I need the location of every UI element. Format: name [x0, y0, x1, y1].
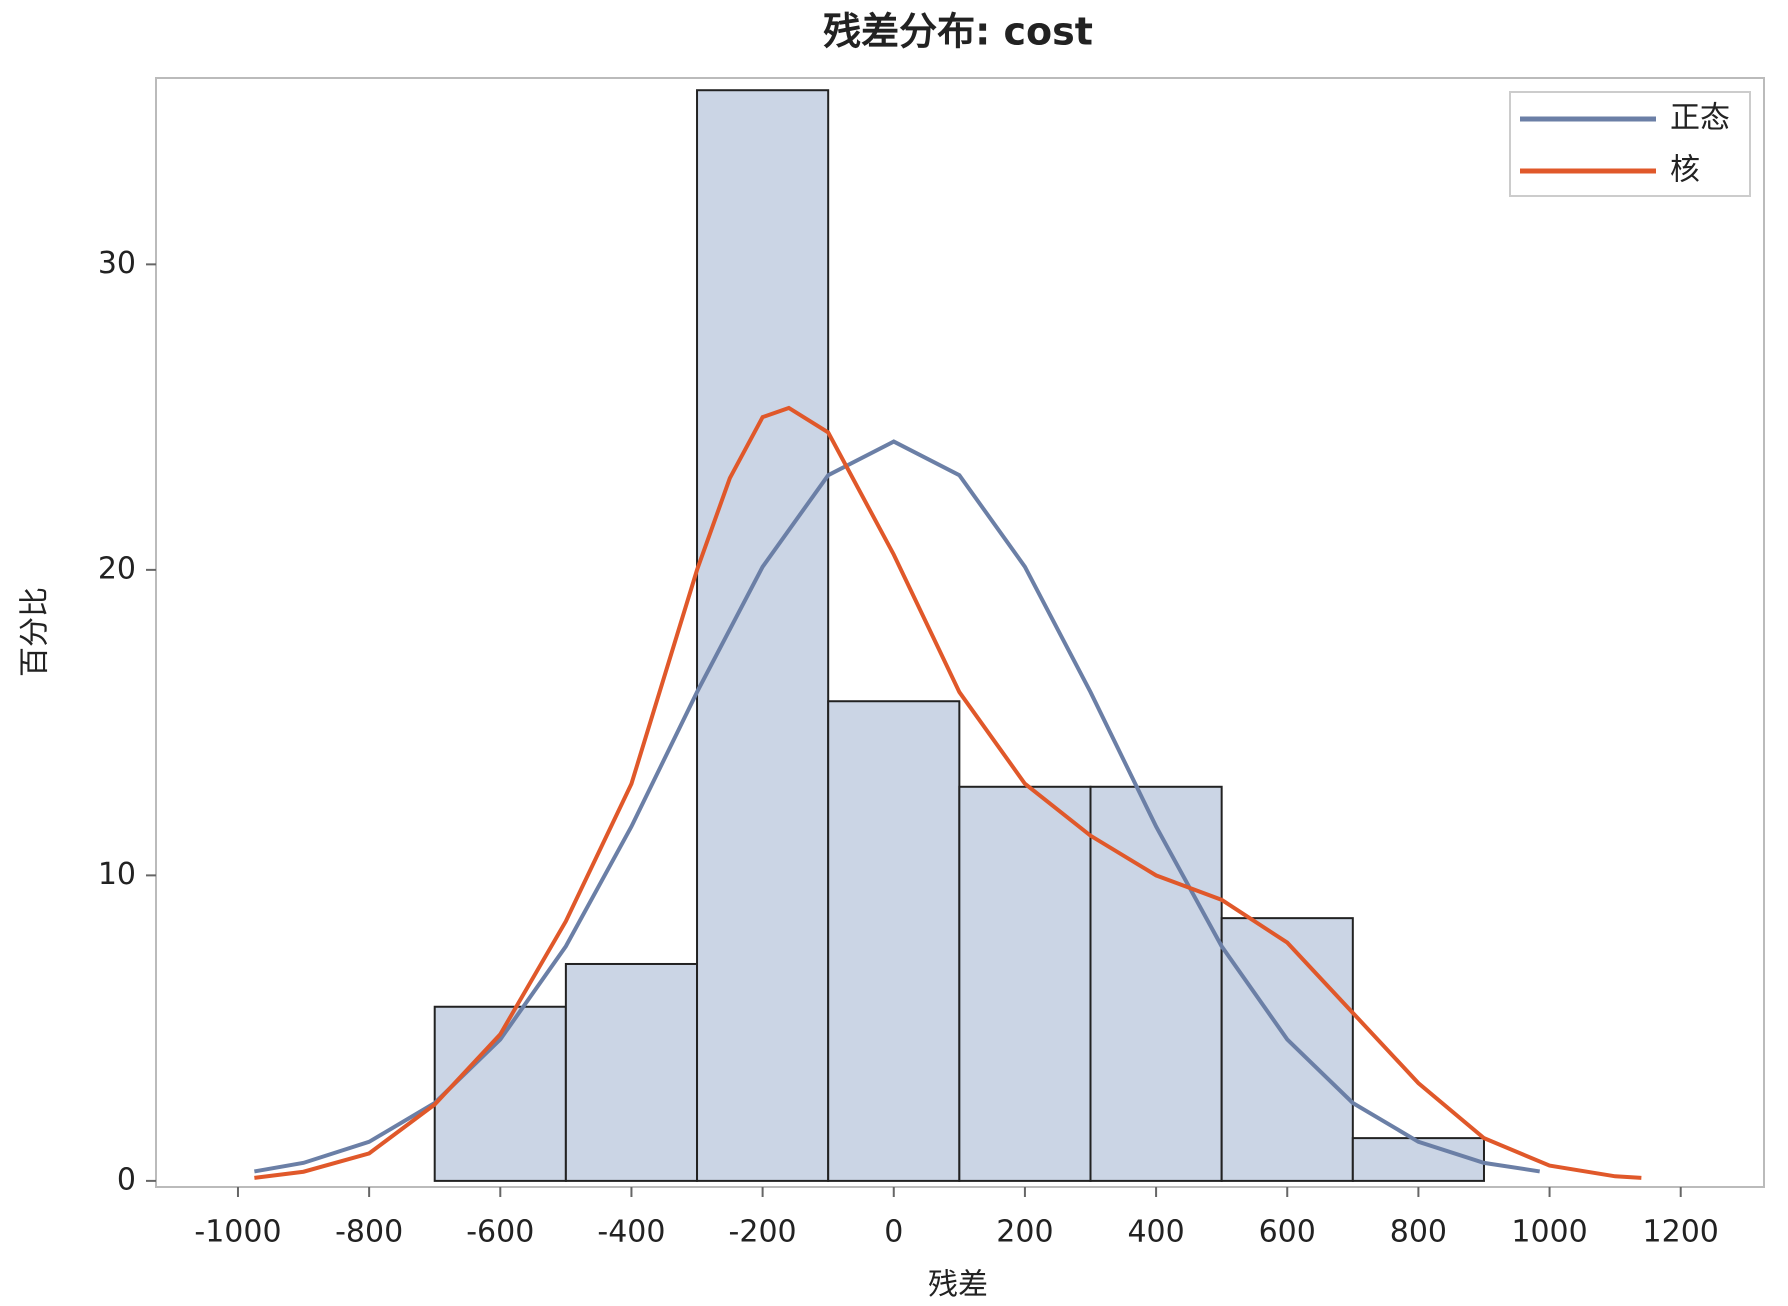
x-axis-label: 残差 [928, 1268, 988, 1303]
density-line [254, 405, 1642, 1180]
legend-box [1509, 91, 1751, 197]
y-axis-label: 百分比 [18, 587, 53, 677]
legend-label: 核 [1670, 153, 1700, 188]
bar [564, 962, 699, 1182]
y-tick-label: 20 [98, 551, 136, 586]
x-tick-label: -600 [466, 1215, 534, 1250]
x-tick-label: 400 [1127, 1215, 1184, 1250]
chart-title: 残差分布: cost [823, 10, 1093, 54]
x-tick-label: 200 [996, 1215, 1053, 1250]
x-tick-label: 800 [1390, 1215, 1447, 1250]
x-tick-label: -800 [335, 1215, 403, 1250]
y-tick-label: 0 [117, 1162, 136, 1197]
bar [958, 785, 1092, 1182]
x-tick-label: -400 [597, 1215, 665, 1250]
y-tick-label: 10 [98, 857, 136, 892]
x-tick-label: 1200 [1643, 1215, 1719, 1250]
bar [1351, 1137, 1485, 1182]
x-tick-label: 0 [884, 1215, 903, 1250]
legend-label: 正态 [1670, 101, 1730, 136]
x-tick-label: -200 [729, 1215, 797, 1250]
bar [696, 89, 830, 1182]
x-tick-label: -1000 [194, 1215, 281, 1250]
x-tick-label: 600 [1259, 1215, 1316, 1250]
y-tick-label: 30 [98, 246, 136, 281]
bar [1220, 917, 1354, 1182]
x-tick-label: 1000 [1511, 1215, 1587, 1250]
bar [1089, 785, 1223, 1182]
bar [827, 700, 961, 1182]
plot-frame [155, 77, 1765, 1188]
